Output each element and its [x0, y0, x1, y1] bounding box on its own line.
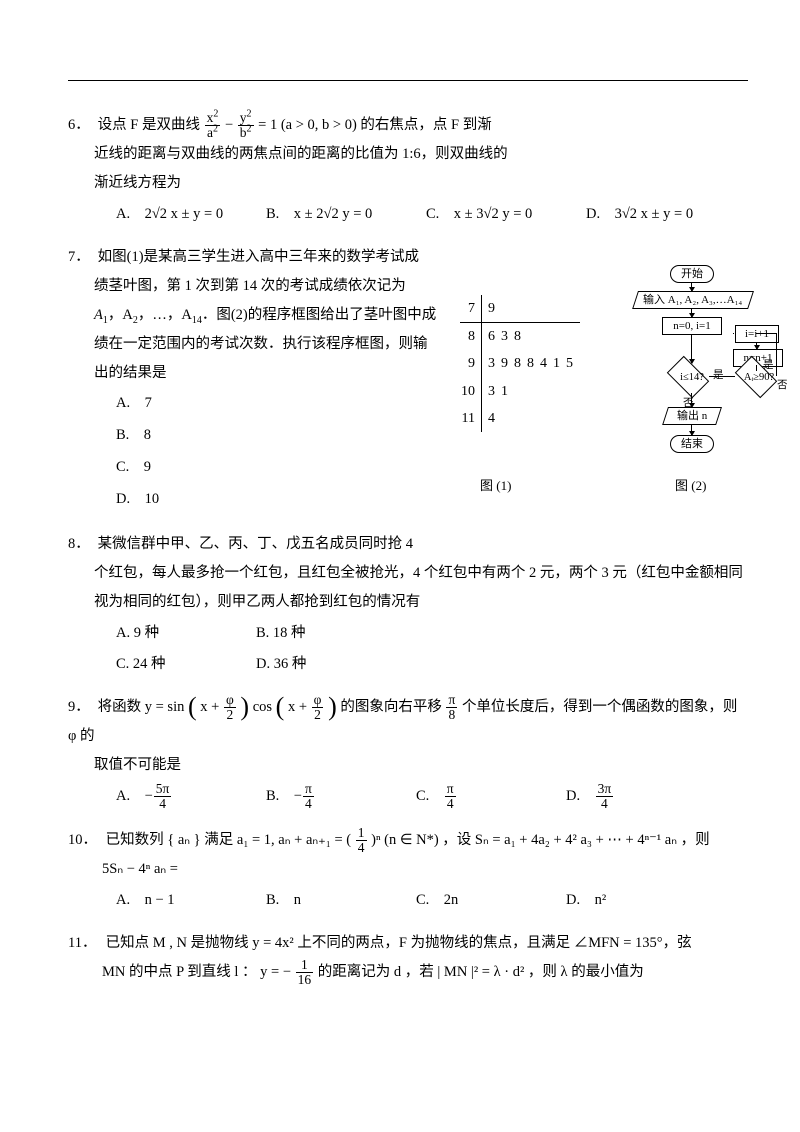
q8-l2: 个红包，每人最多抢一个红包，且红包全被抢光，4 个红包中有两个 2 元，两个 3… [68, 559, 748, 588]
q9-optA: A. −5π4 [116, 782, 266, 811]
q10-optB: B. n [266, 886, 416, 915]
q8-options-2: C. 24 种 D. 36 种 [68, 650, 748, 679]
q6-cond: = 1 (a > 0, b > 0) [258, 117, 357, 133]
q10-l2: 5Sₙ − 4ⁿ aₙ = [68, 855, 748, 884]
q10-l1a: 已知数列 { aₙ } 满足 a₁ = 1, aₙ + aₙ₊₁ = ( [106, 832, 352, 848]
fc-inc-i: i=i+1 [735, 325, 779, 343]
q7-optC: C. 9 [116, 452, 438, 484]
q6-number: 6． [68, 111, 94, 140]
fc-end: 结束 [670, 435, 714, 453]
q10-l1b: )ⁿ (n ∈ N*) ，设 Sₙ = a₁ + 4a₂ + 4² a₃ + ⋯… [371, 832, 709, 848]
q6-options: A. 2√2 x ± y = 0 B. x ± 2√2 y = 0 C. x ±… [68, 200, 748, 229]
q11-frac: 116 [296, 958, 314, 987]
q9-optD: D. 3π4 [566, 782, 614, 811]
q7-l5: 出的结果是 [68, 359, 438, 388]
q9-options: A. −5π4 B. −π4 C. π4 D. 3π4 [68, 782, 748, 811]
q8-l3: 视为相同的红包），则甲乙两人都抢到红包的情况有 [68, 588, 748, 617]
fc-init: n=0, i=1 [662, 317, 722, 335]
q7-l2: 绩茎叶图，第 1 次到第 14 次的考试成绩依次记为 [68, 272, 438, 301]
fc-input: 输入 A₁, A₂, A₃,…A₁₄ [632, 291, 754, 309]
q11-number: 11． [68, 929, 102, 958]
question-8: 8． 某微信群中甲、乙、丙、丁、戊五名成员同时抢 4 个红包，每人最多抢一个红包… [68, 530, 748, 679]
q9-l1c: 的图象向右平移 [340, 699, 445, 715]
fc-d1: i≤14? [670, 372, 714, 384]
flowchart: 开始 输入 A₁, A₂, A₃,…A₁₄ n=0, i=1 i=i+1 n=n… [615, 265, 785, 475]
q9-optC: C. π4 [416, 782, 566, 811]
q6-frac2: y2 b2 [238, 111, 254, 140]
q9-optB: B. −π4 [266, 782, 416, 811]
q6-optB: B. x ± 2√2 y = 0 [266, 200, 426, 229]
q10-optA: A. n − 1 [116, 886, 266, 915]
q10-number: 10． [68, 826, 102, 855]
q11-l2b: 的距离记为 d ，若 | MN |² = λ · d² ，则 λ 的最小值为 [318, 964, 644, 980]
q6-text-b: 的右焦点，点 F 到渐 [360, 117, 491, 133]
q6-optA: A. 2√2 x ± y = 0 [116, 200, 266, 229]
q9-l1b: cos [253, 699, 272, 715]
question-6: 6． 设点 F 是双曲线 x2 a2 − y2 b2 = 1 (a > 0, b… [68, 111, 748, 229]
q7-optB: B. 8 [116, 420, 438, 452]
q6-text: 设点 F 是双曲线 [98, 117, 204, 133]
question-10: 10． 已知数列 { aₙ } 满足 a₁ = 1, aₙ + aₙ₊₁ = (… [68, 826, 748, 915]
q10-optC: C. 2n [416, 886, 566, 915]
q7-number: 7． [68, 243, 94, 272]
q9-l1a: 将函数 y = sin [98, 699, 185, 715]
q6-frac1: x2 a2 [205, 111, 221, 140]
q7-l1: 如图(1)是某高三学生进入高中三年来的数学考试成 [98, 249, 419, 265]
q6-line2: 近线的距离与双曲线的两焦点间的距离的比值为 1:6，则双曲线的 [68, 140, 748, 169]
q9-frac-phi1: φ2 [224, 693, 236, 722]
q9-frac-shift: π8 [446, 693, 457, 722]
q7-optA: A. 7 [116, 388, 438, 420]
q6-optD: D. 3√2 x ± y = 0 [586, 200, 693, 229]
q7-options: A. 7 B. 8 C. 9 D. 10 [68, 388, 438, 516]
stem-leaf-plot: 79 8638 93988415 1031 114 [460, 295, 580, 432]
q8-number: 8． [68, 530, 94, 559]
q9-l2: 取值不可能是 [68, 751, 748, 780]
question-9: 9． 将函数 y = sin ( x + φ2 ) cos ( x + φ2 )… [68, 693, 748, 812]
q8-optB: B. 18 种 [256, 619, 396, 648]
q8-l1: 某微信群中甲、乙、丙、丁、戊五名成员同时抢 4 [98, 536, 413, 552]
q11-l1: 已知点 M , N 是抛物线 y = 4x² 上不同的两点，F 为抛物线的焦点，… [106, 935, 692, 951]
q6-line3: 渐近线方程为 [68, 169, 748, 198]
q9-frac-phi2: φ2 [312, 693, 324, 722]
fc-start: 开始 [670, 265, 714, 283]
q6-optC: C. x ± 3√2 y = 0 [426, 200, 586, 229]
q8-optC: C. 24 种 [116, 650, 256, 679]
q8-options: A. 9 种 B. 18 种 [68, 619, 748, 648]
fc-output: 输出 n [662, 407, 722, 425]
q10-frac: 14 [356, 826, 367, 855]
q11-l2a: MN 的中点 P 到直线 l ： y = − [102, 964, 291, 980]
q7-l4: 绩在一定范围内的考试次数．执行该程序框图，则输 [68, 330, 438, 359]
q8-optA: A. 9 种 [116, 619, 256, 648]
q8-optD: D. 36 种 [256, 650, 396, 679]
question-11: 11． 已知点 M , N 是抛物线 y = 4x² 上不同的两点，F 为抛物线… [68, 929, 748, 987]
q7-optD: D. 10 [116, 484, 438, 516]
q10-options: A. n − 1 B. n C. 2n D. n² [68, 886, 748, 915]
q10-optD: D. n² [566, 886, 606, 915]
q9-number: 9． [68, 693, 94, 722]
